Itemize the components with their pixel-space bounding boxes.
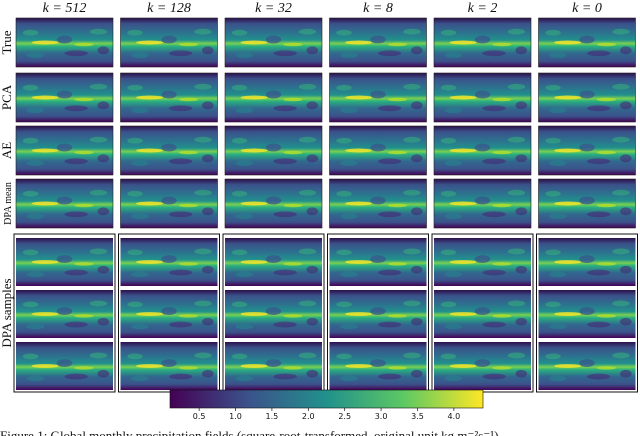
column-header: k = 2 <box>468 1 498 16</box>
panel-frame <box>433 125 532 176</box>
samples-box <box>13 233 116 393</box>
map-panel <box>16 342 113 390</box>
map-panel <box>120 290 218 338</box>
panel-frame <box>329 72 427 123</box>
row-label: True <box>0 30 14 54</box>
map-panel <box>225 342 322 390</box>
panel-frame <box>15 72 114 123</box>
panel-frame <box>15 125 114 176</box>
map-panel <box>434 126 531 175</box>
map-panel <box>434 179 531 228</box>
map-panel <box>16 290 113 338</box>
column-header: k = 8 <box>363 1 393 16</box>
panel-frame <box>120 72 218 123</box>
column-header: k = 32 <box>255 1 292 16</box>
map-panel <box>225 126 322 175</box>
samples-box <box>536 233 638 393</box>
map-panel <box>329 179 427 228</box>
panel-frame <box>329 178 427 229</box>
map-panel <box>120 342 218 390</box>
map-panel <box>538 126 636 175</box>
map-panel <box>120 73 218 122</box>
panel-frame <box>329 17 427 68</box>
panel-frame <box>120 178 218 229</box>
panel-frame <box>433 72 532 123</box>
panel-frame <box>120 17 218 68</box>
panel-frame <box>15 17 114 68</box>
map-panel <box>538 342 636 390</box>
row-label: AE <box>0 142 14 159</box>
map-panel <box>538 179 636 228</box>
caption: Figure 1: Global monthly precipitation f… <box>0 428 498 436</box>
row-label: PCA <box>0 84 14 110</box>
map-panel <box>434 73 531 122</box>
panel-frame <box>538 72 636 123</box>
map-panel <box>329 18 427 67</box>
panel-frame <box>538 17 636 68</box>
map-panel <box>225 290 322 338</box>
colorbar-tick-label: 3.0 <box>375 412 388 421</box>
panel-frame <box>120 125 218 176</box>
map-panel <box>16 238 113 286</box>
map-panel <box>120 179 218 228</box>
row-label: DPA mean <box>3 182 14 225</box>
colorbar-tick-label: 3.5 <box>411 412 424 421</box>
colorbar-tick-label: 2.5 <box>338 412 351 421</box>
panel-frame <box>224 178 323 229</box>
map-panel <box>329 342 427 390</box>
panel-frame <box>15 178 114 229</box>
colorbar-tick-label: 2.0 <box>302 412 315 421</box>
row-label: DPA samples <box>0 278 14 347</box>
map-panel <box>120 238 218 286</box>
panel-frame <box>224 17 323 68</box>
map-panel <box>120 126 218 175</box>
map-panel <box>538 238 636 286</box>
panel-frame <box>433 17 532 68</box>
map-panel <box>538 73 636 122</box>
panel-frame <box>224 125 323 176</box>
column-header: k = 512 <box>43 1 87 16</box>
map-panel <box>434 342 531 390</box>
map-panel <box>329 238 427 286</box>
map-panel <box>434 238 531 286</box>
map-panel <box>538 290 636 338</box>
map-panel <box>434 290 531 338</box>
colorbar-tick-label: 1.0 <box>229 412 242 421</box>
map-panel <box>225 18 322 67</box>
colorbar-tick-label: 4.0 <box>448 412 461 421</box>
map-panel <box>225 179 322 228</box>
column-header: k = 128 <box>147 1 191 16</box>
colorbar-tick-label: 0.5 <box>193 412 206 421</box>
colorbar <box>169 389 484 409</box>
map-panel <box>16 126 113 175</box>
map-panel <box>538 18 636 67</box>
map-panel <box>16 73 113 122</box>
column-header: k = 0 <box>572 1 602 16</box>
map-panel <box>329 126 427 175</box>
panel-frame <box>433 178 532 229</box>
panel-frame <box>224 72 323 123</box>
map-panel <box>225 73 322 122</box>
panel-frame <box>538 125 636 176</box>
panel-frame <box>538 178 636 229</box>
map-panel <box>225 238 322 286</box>
samples-box <box>118 233 220 393</box>
colorbar-tick-label: 1.5 <box>266 412 279 421</box>
map-panel <box>120 18 218 67</box>
map-panel <box>16 179 113 228</box>
map-panel <box>434 18 531 67</box>
map-panel <box>329 73 427 122</box>
map-panel <box>329 290 427 338</box>
map-panel <box>16 18 113 67</box>
panel-frame <box>329 125 427 176</box>
